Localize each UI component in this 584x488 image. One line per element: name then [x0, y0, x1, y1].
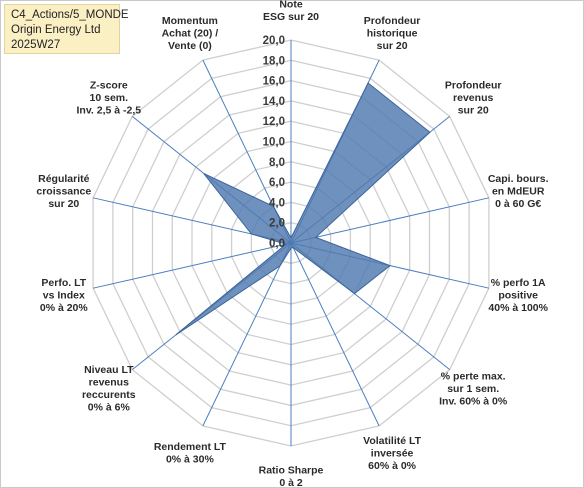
tick-label: 6,0 [269, 177, 285, 189]
axis-label-line: inversée [371, 447, 414, 459]
axis-spoke-4 [290, 197, 490, 244]
axis-label-line: vs Index [43, 289, 85, 301]
axis-label-line: Niveau LT [84, 364, 134, 376]
axis-label-line: 0% à 6% [88, 402, 131, 414]
axis-label-line: 60% à 0% [368, 460, 417, 472]
axis-label-line: Note [279, 0, 302, 10]
axis-label-line: 0% à 30% [166, 454, 215, 466]
tick-label: 2,0 [269, 218, 285, 230]
axis-label-10: Niveau LT revenus reccurents 0% à 6% [82, 364, 136, 414]
axis-label-line: 10 sem. [90, 92, 129, 104]
tick-label: 0,0 [269, 238, 285, 250]
axis-label-line: Vente (0) [168, 40, 212, 52]
axis-label-line: revenus [453, 92, 493, 104]
axis-label-11: Perfo. LT vs Index 0% à 20% [40, 277, 89, 314]
tick-label: 4,0 [269, 197, 285, 209]
axis-label-line: Achat (20) / [162, 28, 219, 40]
axis-label-line: Régularité [38, 173, 90, 185]
axis-label-line: Momentum [162, 15, 218, 27]
axis-label-14: Momentum Achat (20) / Vente (0) [162, 15, 219, 52]
tick-label: 18,0 [263, 55, 285, 67]
axis-label-5: % perfo 1A positive 40% à 100% [488, 277, 548, 314]
radar-axis-labels: Note ESG sur 20 Profondeur historique sur 20… [36, 0, 548, 488]
title-line-company: Origin Energy Ltd [11, 24, 101, 36]
axis-label-13: Z-score 10 sem. Inv. 2,5 à -2,5 [77, 80, 142, 117]
axis-label-line: Profondeur [364, 15, 421, 27]
axis-label-line: sur 1 sem. [447, 383, 499, 395]
axis-label-line: historique [367, 28, 418, 40]
axis-label-line: Inv. 2,5 à -2,5 [77, 105, 142, 117]
axis-label-line: sur 20 [48, 198, 79, 210]
axis-spoke-7 [290, 242, 380, 427]
axis-label-line: positive [498, 289, 538, 301]
title-line-category: C4_Actions/5_MONDE [11, 9, 129, 21]
tick-label: 8,0 [269, 157, 285, 169]
chart-title-box: C4_Actions/5_MONDE Origin Energy Ltd 202… [4, 4, 129, 54]
axis-label-line: revenus [89, 377, 129, 389]
axis-label-6: % perte max. sur 1 sem. Inv. 60% à 0% [439, 370, 508, 407]
axis-label-line: ESG sur 20 [263, 11, 319, 23]
axis-label-7: Volatilité LT inversée 60% à 0% [363, 435, 422, 472]
axis-label-line: Inv. 60% à 0% [439, 395, 508, 407]
axis-spoke-9 [202, 242, 292, 427]
tick-label: 20,0 [263, 35, 285, 47]
axis-label-line: 0 à 2 [279, 477, 303, 488]
axis-label-line: Z-score [90, 80, 128, 92]
axis-label-line: sur 20 [458, 105, 489, 117]
axis-label-line: % perfo 1A [491, 277, 546, 289]
tick-label: 10,0 [263, 137, 285, 149]
title-line-week: 2025W27 [11, 39, 61, 51]
axis-label-12: Régularité croissance sur 20 [36, 173, 91, 210]
axis-label-8: Ratio Sharpe 0 à 2 [259, 464, 324, 488]
radar-series [175, 82, 431, 336]
axis-label-3: Profondeur revenus sur 20 [445, 80, 502, 117]
axis-label-1: Note ESG sur 20 [263, 0, 319, 23]
axis-label-line: Perfo. LT [41, 277, 86, 289]
axis-label-line: % perte max. [441, 370, 506, 382]
axis-label-line: en MdEUR [492, 186, 545, 198]
axis-label-line: 0% à 20% [40, 302, 89, 314]
axis-label-4: Capi. bours. en MdEUR 0 à 60 G€ [488, 173, 549, 210]
axis-label-line: Rendement LT [154, 441, 227, 453]
axis-label-line: Ratio Sharpe [259, 464, 324, 476]
axis-label-line: sur 20 [377, 40, 408, 52]
axis-label-2: Profondeur historique sur 20 [364, 15, 421, 52]
axis-label-line: reccurents [82, 389, 136, 401]
tick-label: 12,0 [263, 116, 285, 128]
axis-spoke-11 [92, 242, 292, 289]
tick-label: 14,0 [263, 96, 285, 108]
axis-label-line: 40% à 100% [488, 302, 548, 314]
axis-label-line: Profondeur [445, 80, 502, 92]
axis-label-line: croissance [36, 186, 91, 198]
tick-label: 16,0 [263, 76, 285, 88]
series-area [175, 82, 431, 336]
axis-label-line: Capi. bours. [488, 173, 549, 185]
axis-label-line: 0 à 60 G€ [495, 198, 541, 210]
axis-label-line: Volatilité LT [363, 435, 422, 447]
radar-tick-labels: 0,0 2,0 4,0 6,0 8,0 10,0 12,0 14,0 16,0 18,0 20,0 [263, 35, 285, 250]
axis-label-9: Rendement LT 0% à 30% [154, 441, 227, 466]
